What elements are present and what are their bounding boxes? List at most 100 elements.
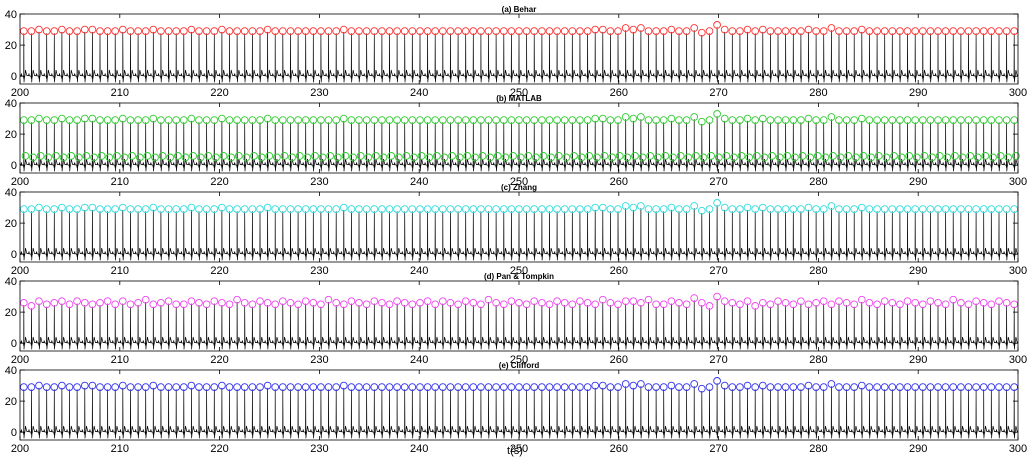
r-peak-marker [195,116,203,124]
x-tick-label: 250 [510,87,528,99]
r-peak-marker [461,383,470,391]
secondary-peak-marker [943,153,952,162]
r-peak-marker [362,116,371,124]
r-peak-marker [842,116,851,124]
r-peak-marker [286,298,295,307]
r-peak-marker [538,298,546,307]
r-peak-marker [614,205,622,213]
r-peak-marker [758,298,767,307]
r-peak-marker [88,25,97,34]
secondary-peak-marker [684,153,693,162]
r-peak-marker [332,116,341,124]
panel-title: (c) Zhang [501,183,537,192]
r-peak-marker [339,300,348,309]
r-peak-marker [941,27,950,35]
r-peak-marker [804,381,813,390]
r-peak-marker [766,300,775,309]
r-peak-marker [979,298,988,307]
r-peak-marker [911,383,920,391]
r-peak-marker [378,27,386,35]
r-peak-marker [339,25,348,34]
r-peak-marker [842,205,851,213]
r-peak-marker [583,383,592,391]
secondary-peak-marker [478,152,487,160]
x-tick-label: 230 [310,176,328,188]
y-tick-label: 40 [5,365,17,377]
r-peak-marker [591,114,600,123]
r-peak-marker [492,383,500,391]
r-peak-marker [355,116,363,124]
r-peak-marker [172,116,181,124]
r-peak-marker [941,116,950,124]
secondary-peak-marker [516,153,525,162]
r-peak-marker [1010,116,1019,124]
secondary-peak-marker [486,153,495,162]
r-peak-marker [667,25,676,34]
r-peak-marker [134,116,142,124]
x-tick-label: 240 [410,87,428,99]
r-peak-marker [42,116,51,124]
r-peak-marker [888,27,897,35]
r-peak-marker [141,295,150,304]
r-peak-marker [614,27,622,35]
secondary-peak-marker [227,153,236,162]
r-peak-marker [469,27,478,35]
r-peak-marker [560,116,569,124]
r-peak-marker [157,27,165,35]
r-peak-marker [126,300,135,309]
r-peak-marker [362,300,371,309]
r-peak-marker [484,295,493,304]
r-peak-marker [400,383,409,391]
r-peak-marker [408,116,417,124]
r-peak-marker [736,300,744,309]
r-peak-marker [42,205,51,213]
r-peak-marker [134,383,142,391]
r-peak-marker [812,298,820,307]
r-peak-marker [172,205,181,213]
r-peak-marker [286,27,295,35]
r-peak-marker [96,205,104,213]
r-peak-marker [50,383,59,391]
x-tick-label: 300 [1009,87,1027,99]
detected-secondary-peaks-markers [21,152,1020,162]
r-peak-marker [979,27,988,35]
r-peak-marker [141,383,150,391]
r-peak-marker [682,205,691,213]
r-peak-marker [1010,300,1019,309]
r-peak-marker [857,25,866,34]
r-peak-marker [492,205,500,213]
r-peak-marker [324,205,333,213]
r-peak-marker [553,116,561,124]
y-tick-label: 0 [11,71,17,83]
r-peak-marker [515,298,523,307]
r-peak-marker [477,205,485,213]
x-tick-label: 290 [909,443,927,455]
r-peak-marker [743,203,752,212]
r-peak-marker [317,205,325,213]
r-peak-marker [835,383,843,391]
r-peak-marker [416,205,424,213]
r-peak-marker [35,203,43,212]
r-peak-marker [294,383,302,391]
secondary-peak-marker [174,152,182,160]
r-peak-marker [774,27,782,35]
r-peak-marker [507,383,516,391]
r-peak-marker [857,381,866,390]
r-peak-marker [347,205,356,213]
r-peak-marker [659,205,668,213]
secondary-peak-marker [242,153,251,162]
r-peak-marker [918,300,927,309]
r-peak-marker [522,27,531,35]
r-peak-marker [225,300,234,309]
x-tick-label: 220 [210,265,228,277]
secondary-peak-marker [379,153,388,162]
x-tick-label: 300 [1009,176,1027,188]
x-tick-label: 200 [11,265,29,277]
r-peak-marker [65,383,74,391]
r-peak-marker [507,297,516,306]
r-peak-marker [896,300,904,309]
r-peak-marker [103,205,112,213]
r-peak-marker [979,116,988,124]
detected-r-peaks-markers [19,21,1019,37]
r-peak-marker [827,380,836,388]
